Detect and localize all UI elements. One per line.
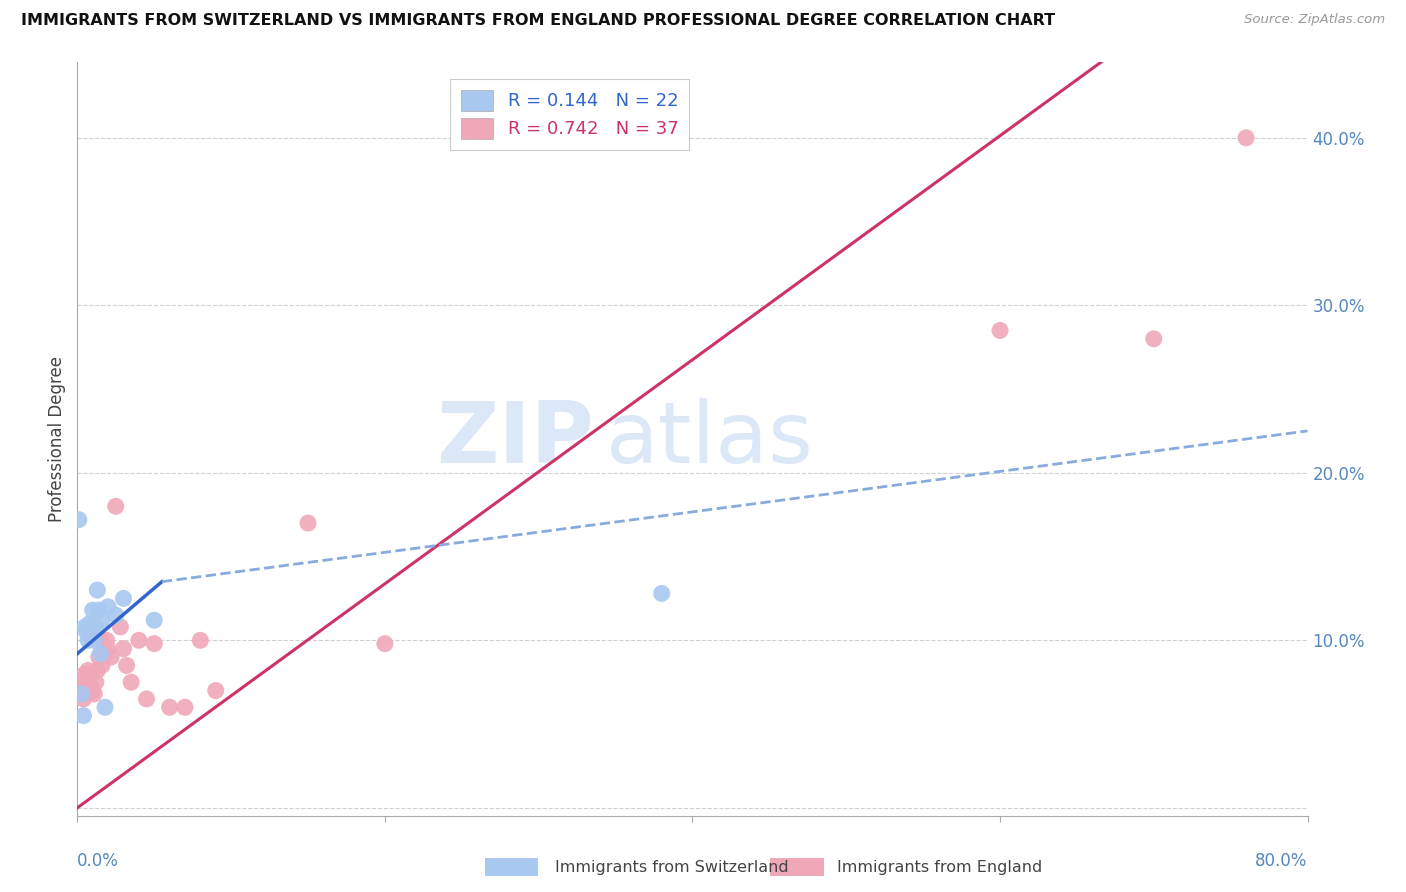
Point: [143, 637, 166, 651]
Point: [87, 603, 110, 617]
Point: [96, 633, 118, 648]
Point: [83, 633, 105, 648]
Text: Immigrants from Switzerland: Immigrants from Switzerland: [555, 860, 789, 874]
Point: [82, 620, 104, 634]
Text: ZIP: ZIP: [436, 398, 595, 481]
Point: [1234, 131, 1257, 145]
Point: [83, 687, 105, 701]
Point: [82, 603, 104, 617]
Point: [159, 700, 181, 714]
Point: [80, 680, 103, 694]
Point: [86, 664, 108, 678]
Point: [89, 633, 111, 648]
Point: [374, 637, 396, 651]
Point: [297, 516, 319, 530]
Text: 80.0%: 80.0%: [1256, 853, 1308, 871]
Point: [94, 647, 117, 661]
Point: [100, 650, 122, 665]
Point: [84, 620, 107, 634]
Text: Source: ZipAtlas.com: Source: ZipAtlas.com: [1244, 13, 1385, 27]
Point: [89, 647, 111, 661]
Point: [143, 613, 166, 627]
Point: [174, 700, 197, 714]
Point: [188, 633, 212, 648]
Point: [70, 680, 93, 694]
Point: [73, 666, 96, 681]
Point: [67, 513, 90, 527]
Point: [76, 687, 98, 701]
Point: [82, 683, 104, 698]
Point: [86, 583, 108, 598]
Y-axis label: Professional Degree: Professional Degree: [48, 356, 66, 523]
Point: [204, 683, 226, 698]
Point: [115, 658, 138, 673]
Point: [76, 624, 98, 639]
Point: [988, 323, 1011, 337]
Point: [90, 613, 114, 627]
Point: [72, 692, 94, 706]
Point: [80, 630, 103, 644]
Point: [97, 641, 120, 656]
Legend: R = 0.144   N = 22, R = 0.742   N = 37: R = 0.144 N = 22, R = 0.742 N = 37: [450, 79, 689, 150]
Point: [90, 658, 114, 673]
Point: [128, 633, 150, 648]
Point: [79, 616, 101, 631]
Point: [104, 608, 127, 623]
Text: IMMIGRANTS FROM SWITZERLAND VS IMMIGRANTS FROM ENGLAND PROFESSIONAL DEGREE CORRE: IMMIGRANTS FROM SWITZERLAND VS IMMIGRANT…: [21, 13, 1056, 29]
Point: [87, 650, 110, 665]
Text: 0.0%: 0.0%: [77, 853, 120, 871]
Text: atlas: atlas: [606, 398, 814, 481]
Point: [112, 641, 135, 656]
Point: [84, 675, 107, 690]
Point: [104, 500, 127, 514]
Point: [73, 620, 96, 634]
Point: [651, 586, 673, 600]
Point: [120, 675, 142, 690]
Point: [70, 687, 93, 701]
Point: [94, 700, 117, 714]
Point: [135, 692, 157, 706]
Point: [72, 708, 94, 723]
Point: [97, 599, 120, 614]
Point: [110, 620, 132, 634]
Point: [1143, 332, 1166, 346]
Point: [112, 591, 135, 606]
Point: [79, 670, 101, 684]
Point: [69, 675, 91, 690]
Point: [77, 633, 100, 648]
Point: [77, 664, 100, 678]
Text: Immigrants from England: Immigrants from England: [837, 860, 1042, 874]
Point: [93, 641, 115, 656]
